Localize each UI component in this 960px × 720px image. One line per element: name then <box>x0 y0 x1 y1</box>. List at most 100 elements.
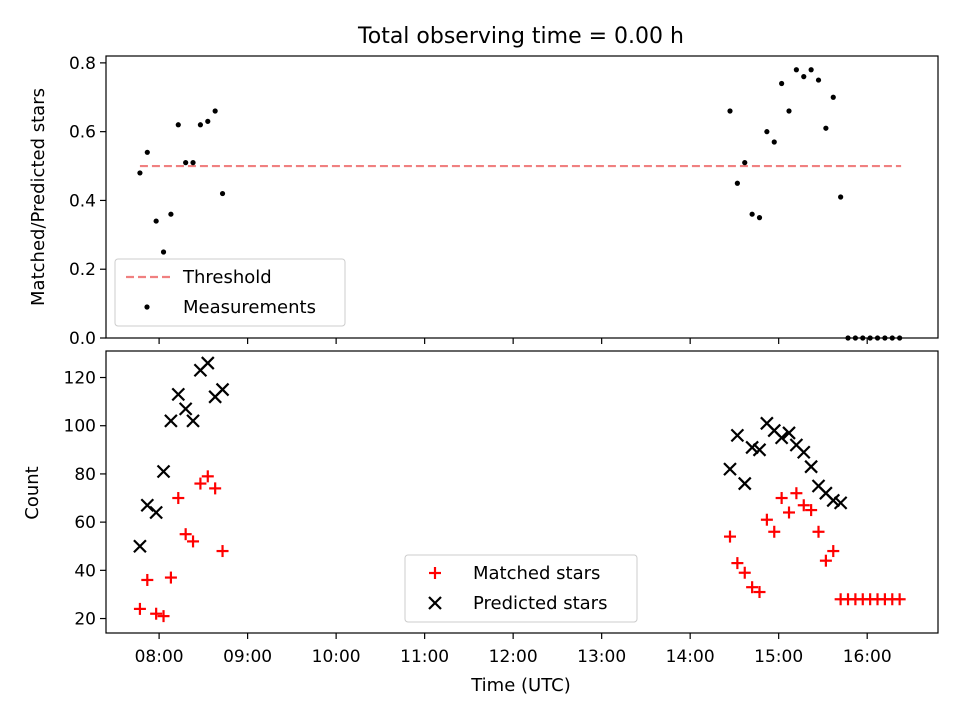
measurement-point <box>786 108 792 114</box>
predicted-star-point <box>140 498 155 513</box>
matched-star-point <box>768 525 781 538</box>
x-tick-label: 14:00 <box>666 647 715 667</box>
top-legend-box <box>114 258 346 327</box>
measurement-point <box>734 180 740 186</box>
matched-star-point <box>893 593 906 606</box>
measurement-point <box>815 77 822 83</box>
matched-star-point <box>133 602 146 615</box>
matched-star-point <box>819 554 832 567</box>
predicted-star-marker-b <box>164 414 178 428</box>
matched-star-point <box>209 482 222 495</box>
measurement-point <box>742 160 748 166</box>
top-y-tick-label: 0.6 <box>69 123 96 143</box>
measurement-point <box>779 80 785 87</box>
matched-star-point <box>753 586 766 599</box>
x-tick-label: 09:00 <box>223 647 272 667</box>
predicted-star-marker-b <box>171 387 186 402</box>
predicted-star-marker-b <box>201 356 215 370</box>
bottom-y-tick-label: 120 <box>64 369 96 389</box>
predicted-star-point <box>178 402 193 416</box>
predicted-star-point <box>186 414 200 428</box>
predicted-star-marker-b <box>178 402 193 416</box>
predicted-star-point <box>723 462 737 476</box>
predicted-star-marker-b <box>723 462 737 476</box>
predicted-star-marker-b <box>752 443 767 457</box>
matched-star-point <box>187 535 200 548</box>
predicted-star-marker-b <box>782 426 796 440</box>
predicted-star-point <box>133 539 147 554</box>
predicted-star-marker-b <box>767 423 782 438</box>
top-y-tick-label: 0.4 <box>69 191 96 211</box>
top-y-axis-label: Matched/Predicted stars <box>28 88 49 306</box>
predicted-star-point <box>149 505 163 520</box>
predicted-star-marker-b <box>774 430 789 445</box>
x-tick-label: 11:00 <box>400 647 449 667</box>
x-tick-label: 13:00 <box>577 647 626 667</box>
predicted-star-point <box>737 476 752 491</box>
measurements-legend-label: Measurements <box>183 297 316 318</box>
bottom-y-tick-label: 80 <box>74 465 96 485</box>
measurement-point <box>727 108 733 114</box>
measurement-point <box>756 215 763 221</box>
matched-star-point <box>805 504 818 517</box>
predicted-stars-legend-label: Predicted stars <box>473 593 607 614</box>
predicted-star-point <box>774 430 789 445</box>
predicted-star-marker-b <box>796 445 811 460</box>
measurement-point <box>823 125 829 131</box>
matched-star-point <box>172 492 185 505</box>
bottom-panel: 20 40 60 80 100 120 08:00 09:00 10:00 11:00 12:00… <box>22 350 939 696</box>
top-axes-frame <box>105 55 939 339</box>
predicted-star-marker-b <box>140 498 155 513</box>
measurement-point <box>764 129 770 135</box>
top-x-ticks <box>158 338 868 344</box>
predicted-star-point <box>215 382 230 397</box>
predicted-star-point <box>201 356 215 370</box>
measurement-point <box>144 149 150 155</box>
matched-star-point <box>179 528 192 541</box>
matched-star-point <box>724 530 736 543</box>
matched-star-point <box>783 506 796 519</box>
top-panel: 0.00.20.40.60.8 Matched/Predicted stars … <box>28 54 939 349</box>
bottom-y-axis-label: Count <box>22 466 43 519</box>
measurement-point <box>205 118 211 124</box>
matched-star-point <box>812 525 825 538</box>
predicted-star-point <box>745 440 759 455</box>
measurement-point <box>183 160 189 166</box>
predicted-star-point <box>782 426 796 440</box>
matched-star-point <box>775 492 788 505</box>
predicted-star-point <box>156 464 171 479</box>
matched-star-point <box>790 487 803 500</box>
matched-stars-legend-swatch <box>429 567 441 579</box>
matched-star-point <box>738 566 751 579</box>
predicted-star-point <box>752 443 767 457</box>
predicted-star-marker-b <box>833 496 848 510</box>
bottom-y-tick-label: 100 <box>64 417 96 437</box>
bottom-y-ticks: 20 40 60 80 100 120 <box>64 369 106 630</box>
measurement-point <box>190 160 196 166</box>
predicted-star-marker-b <box>789 438 804 452</box>
matched-star-point <box>216 545 229 558</box>
matched-star-point <box>746 581 759 594</box>
threshold-legend-label: Threshold <box>182 267 272 288</box>
matched-star-point <box>157 610 170 623</box>
measurement-point <box>801 74 807 80</box>
predicted-star-marker-b <box>156 464 171 479</box>
predicted-stars-legend-swatch <box>428 596 442 610</box>
measurement-point <box>168 211 174 217</box>
top-legend: Threshold Measurements <box>114 258 346 327</box>
predicted-star-marker-b <box>819 486 833 500</box>
x-axis-label: Time (UTC) <box>470 675 571 696</box>
matched-star-point <box>150 607 163 620</box>
predicted-star-point <box>796 445 811 460</box>
measurement-point <box>838 194 844 200</box>
predicted-star-point <box>833 496 848 510</box>
measurement-point <box>219 190 226 197</box>
measurement-point <box>160 249 167 255</box>
matched-star-point <box>797 499 810 512</box>
measurements-legend-swatch <box>144 304 150 310</box>
top-y-tick-label: 0.8 <box>69 54 96 74</box>
predicted-star-point <box>730 428 745 443</box>
top-y-tick-label: 0.0 <box>69 329 96 349</box>
x-tick-label: 08:00 <box>135 647 184 667</box>
